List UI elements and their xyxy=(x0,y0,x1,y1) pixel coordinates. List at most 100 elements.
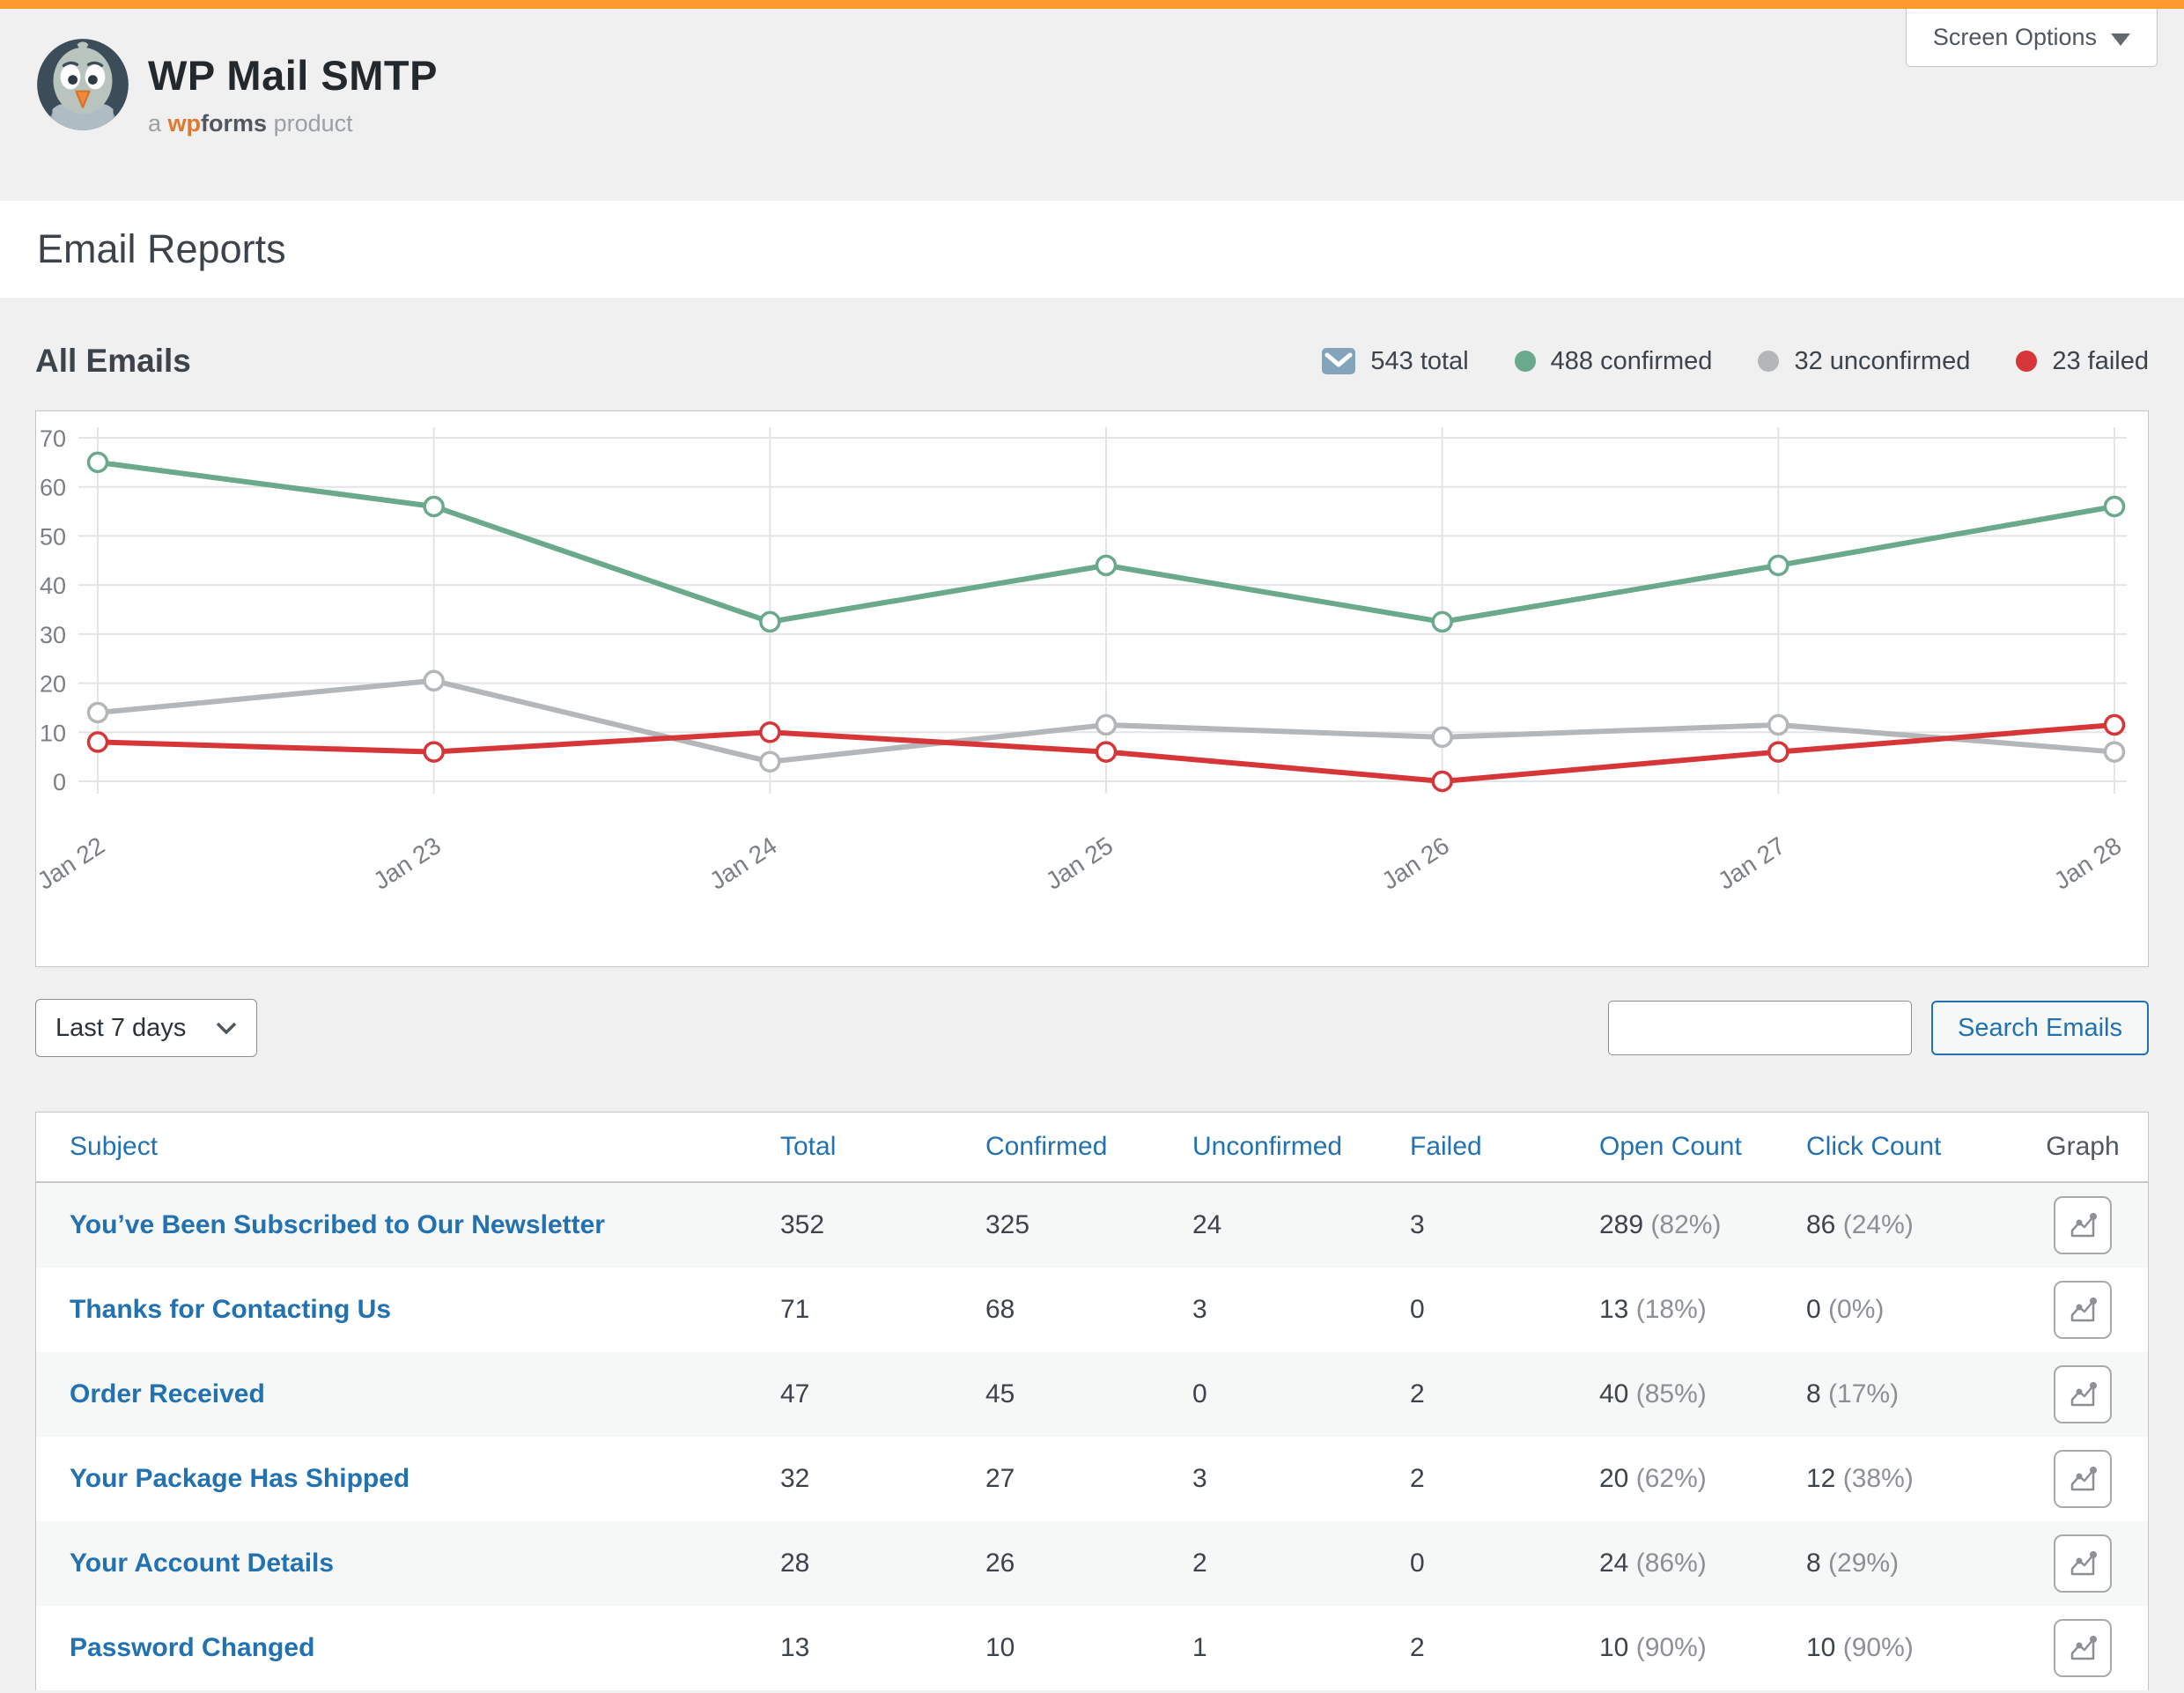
column-header-failed[interactable]: Failed xyxy=(1410,1132,1482,1161)
column-header-click-count[interactable]: Click Count xyxy=(1806,1132,1942,1161)
line-chart: 0 10 20 30 40 50 60 70 Jan 22 Jan 23 Jan 24 Jan 25 J… xyxy=(33,425,2127,895)
subject-cell: You’ve Been Subscribed to Our Newsletter xyxy=(36,1210,780,1240)
open-percentage: (62%) xyxy=(1635,1464,1707,1493)
svg-text:Jan 23: Jan 23 xyxy=(369,832,446,895)
svg-text:Jan 26: Jan 26 xyxy=(1377,832,1454,895)
open-count-cell: 20 (62%) xyxy=(1599,1464,1707,1493)
legend-label: 543 total xyxy=(1370,346,1469,375)
page-title: Email Reports xyxy=(37,226,286,271)
column-header-confirmed[interactable]: Confirmed xyxy=(985,1132,1108,1161)
table-row: Thanks for Contacting Us 71 68 3 0 13 (18%) 0 … xyxy=(36,1268,2148,1352)
open-percentage: (82%) xyxy=(1650,1210,1722,1239)
confirmed-cell: 45 xyxy=(985,1379,1015,1408)
graph-cell xyxy=(2054,1196,2121,1254)
legend-item-confirmed: 488 confirmed xyxy=(1514,347,1712,376)
legend-dot-icon xyxy=(1514,351,1536,372)
table-row: Your Account Details 28 26 2 0 24 (86%) 8 (29%… xyxy=(36,1521,2148,1606)
click-count-cell: 12 (38%) xyxy=(1806,1464,1914,1493)
mini-graph-icon xyxy=(2070,1551,2097,1576)
failed-cell: 2 xyxy=(1410,1464,1425,1493)
total-cell: 13 xyxy=(780,1633,810,1662)
table-row: You’ve Been Subscribed to Our Newsletter… xyxy=(36,1183,2148,1268)
app-title: WP Mail SMTP xyxy=(148,52,438,99)
confirmed-cell: 68 xyxy=(985,1295,1015,1324)
table-row: Order Received 47 45 0 2 40 (85%) 8 (17%) xyxy=(36,1352,2148,1437)
search-input[interactable] xyxy=(1608,1001,1913,1055)
screen-options-button[interactable]: Screen Options xyxy=(1905,9,2158,67)
click-percentage: (90%) xyxy=(1842,1633,1914,1662)
column-header-total[interactable]: Total xyxy=(780,1132,837,1161)
total-cell: 71 xyxy=(780,1295,810,1324)
email-subject-link[interactable]: Thanks for Contacting Us xyxy=(70,1295,392,1324)
column-header-unconfirmed[interactable]: Unconfirmed xyxy=(1192,1132,1343,1161)
legend-label: 32 unconfirmed xyxy=(1794,346,1971,375)
unconfirmed-cell: 24 xyxy=(1192,1210,1222,1239)
confirmed-cell: 325 xyxy=(985,1210,1030,1239)
email-subject-link[interactable]: You’ve Been Subscribed to Our Newsletter xyxy=(70,1210,605,1239)
graph-button[interactable] xyxy=(2054,1365,2112,1423)
click-count-cell: 86 (24%) xyxy=(1806,1210,1914,1239)
unconfirmed-cell: 1 xyxy=(1192,1633,1207,1662)
total-cell: 352 xyxy=(780,1210,825,1239)
click-percentage: (0%) xyxy=(1828,1295,1885,1324)
open-count-cell: 13 (18%) xyxy=(1599,1295,1707,1324)
open-count-cell: 10 (90%) xyxy=(1599,1633,1707,1662)
section-heading-all-emails: All Emails xyxy=(35,343,191,379)
chart-legend: 543 total 488 confirmed 32 unconfirmed 23 f… xyxy=(1322,347,2149,376)
failed-cell: 0 xyxy=(1410,1295,1425,1324)
mini-graph-icon xyxy=(2070,1213,2097,1238)
column-header-graph: Graph xyxy=(2046,1132,2120,1161)
click-count-cell: 8 (29%) xyxy=(1806,1549,1900,1578)
mini-graph-icon xyxy=(2070,1636,2097,1660)
screen-options-label: Screen Options xyxy=(1932,24,2097,50)
graph-button[interactable] xyxy=(2054,1619,2112,1677)
unconfirmed-cell: 0 xyxy=(1192,1379,1207,1408)
page-title-band: Email Reports xyxy=(0,201,2184,298)
date-range-value: Last 7 days xyxy=(55,1013,187,1042)
email-subject-link[interactable]: Password Changed xyxy=(70,1633,315,1662)
graph-cell xyxy=(2054,1534,2121,1593)
svg-text:Jan 27: Jan 27 xyxy=(1713,832,1789,895)
date-range-select[interactable]: Last 7 days xyxy=(35,999,257,1057)
graph-button[interactable] xyxy=(2054,1281,2112,1339)
click-count-cell: 8 (17%) xyxy=(1806,1379,1900,1408)
unconfirmed-cell: 3 xyxy=(1192,1464,1207,1493)
mini-graph-icon xyxy=(2070,1297,2097,1322)
confirmed-cell: 27 xyxy=(985,1464,1015,1493)
open-percentage: (85%) xyxy=(1635,1379,1707,1408)
svg-text:70: 70 xyxy=(40,425,66,452)
graph-button[interactable] xyxy=(2054,1196,2112,1254)
total-cell: 28 xyxy=(780,1549,810,1578)
click-percentage: (24%) xyxy=(1842,1210,1914,1239)
failed-cell: 2 xyxy=(1410,1633,1425,1662)
email-subject-link[interactable]: Your Account Details xyxy=(70,1549,335,1578)
search-emails-button[interactable]: Search Emails xyxy=(1931,1001,2149,1055)
click-percentage: (17%) xyxy=(1828,1379,1900,1408)
graph-cell xyxy=(2054,1281,2121,1339)
mini-graph-icon xyxy=(2070,1467,2097,1491)
table-body: You’ve Been Subscribed to Our Newsletter… xyxy=(36,1183,2148,1690)
column-header-subject[interactable]: Subject xyxy=(70,1132,159,1161)
subject-cell: Password Changed xyxy=(36,1633,780,1663)
failed-cell: 2 xyxy=(1410,1379,1425,1408)
click-percentage: (29%) xyxy=(1828,1549,1900,1578)
graph-button[interactable] xyxy=(2054,1534,2112,1593)
svg-text:50: 50 xyxy=(40,523,66,550)
brand-top-bar xyxy=(0,0,2184,9)
click-count-cell: 10 (90%) xyxy=(1806,1633,1914,1662)
click-percentage: (38%) xyxy=(1842,1464,1914,1493)
email-subject-link[interactable]: Your Package Has Shipped xyxy=(70,1464,410,1493)
wpforms-brand: wp xyxy=(167,110,202,137)
email-subject-link[interactable]: Order Received xyxy=(70,1379,265,1408)
legend-dot-icon xyxy=(1758,351,1780,372)
open-count-cell: 289 (82%) xyxy=(1599,1210,1722,1239)
confirmed-cell: 26 xyxy=(985,1549,1015,1578)
column-header-open-count[interactable]: Open Count xyxy=(1599,1132,1742,1161)
email-report-chart: 0 10 20 30 40 50 60 70 Jan 22 Jan 23 Jan 24 Jan 25 J… xyxy=(33,410,2149,967)
graph-cell xyxy=(2054,1450,2121,1508)
svg-text:Jan 22: Jan 22 xyxy=(36,832,109,895)
chevron-down-icon xyxy=(2111,33,2130,46)
legend-dot-icon xyxy=(2016,351,2038,372)
svg-text:Jan 24: Jan 24 xyxy=(705,832,781,895)
graph-button[interactable] xyxy=(2054,1450,2112,1508)
